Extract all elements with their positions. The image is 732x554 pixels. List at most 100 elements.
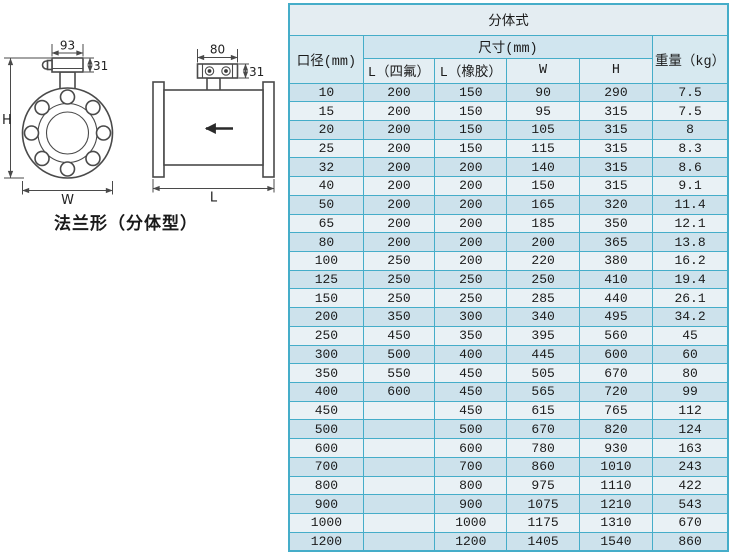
table-cell: 700 xyxy=(288,456,364,477)
table-row: 800 800 975 1110 422 xyxy=(288,475,729,496)
table-cell: 200 xyxy=(506,232,580,252)
table-cell: 200 xyxy=(434,176,508,196)
table-cell: 1310 xyxy=(578,513,654,533)
table-cell: 200 xyxy=(362,138,436,159)
col-header-size-group: 尺寸(mm) xyxy=(362,34,654,59)
table-row: 700 700 860 1010 243 xyxy=(288,456,729,477)
diagram-caption: 法兰形（分体型） xyxy=(54,214,198,234)
table-cell: 20 xyxy=(288,119,364,140)
dim-label-L: L xyxy=(210,191,218,206)
table-cell: 450 xyxy=(434,400,508,421)
table-cell: 800 xyxy=(288,475,364,496)
table-row: 1000 1000 1175 1310 670 xyxy=(288,513,729,533)
table-cell: 320 xyxy=(578,194,654,215)
table-cell: 365 xyxy=(578,232,654,252)
table-cell: 200 xyxy=(362,213,436,234)
table-cell: 765 xyxy=(578,400,654,421)
table-cell: 112 xyxy=(652,400,729,421)
table-cell: 34.2 xyxy=(652,307,729,327)
col-header-W: W xyxy=(506,57,580,84)
table-cell: 165 xyxy=(506,194,580,215)
table-cell: 600 xyxy=(362,382,436,402)
col-header-diameter: 口径(mm) xyxy=(288,34,364,84)
table-cell: 1405 xyxy=(506,531,580,552)
table-cell: 340 xyxy=(506,307,580,327)
table-row: 150 250 250 285 440 26.1 xyxy=(288,288,729,309)
table-cell: 315 xyxy=(578,119,654,140)
table-cell: 350 xyxy=(434,325,508,346)
table-cell: 220 xyxy=(506,250,580,271)
table-row: 350 550 450 505 670 80 xyxy=(288,363,729,383)
dim-label-80: 80 xyxy=(210,43,225,57)
dim-31-side: 31 xyxy=(238,63,264,79)
table-cell: 150 xyxy=(434,82,508,103)
table-cell: 200 xyxy=(362,157,436,178)
table-cell: 100 xyxy=(288,250,364,271)
front-view: 93 31 H xyxy=(2,39,114,208)
col-header-L-ptfe: L（四氟） xyxy=(362,57,436,84)
table-cell: 163 xyxy=(652,438,729,458)
table-cell: 12.1 xyxy=(652,213,729,234)
table-cell: 60 xyxy=(652,344,729,365)
table-cell: 860 xyxy=(506,456,580,477)
col-header-H: H xyxy=(578,57,654,84)
table-cell: 19.4 xyxy=(652,269,729,290)
table-cell: 99 xyxy=(652,382,729,402)
table-cell: 440 xyxy=(578,288,654,309)
table-cell: 65 xyxy=(288,213,364,234)
table-cell: 200 xyxy=(362,194,436,215)
table-cell: 285 xyxy=(506,288,580,309)
table-cell: 15 xyxy=(288,101,364,121)
table-cell: 1110 xyxy=(578,475,654,496)
table-cell: 124 xyxy=(652,419,729,440)
table-cell: 26.1 xyxy=(652,288,729,309)
table-row: 125 250 250 250 410 19.4 xyxy=(288,269,729,290)
flowmeter-diagram: 93 31 H xyxy=(2,39,275,208)
table-row: 1200 1200 1405 1540 860 xyxy=(288,531,729,552)
table-row: 200 350 300 340 495 34.2 xyxy=(288,307,729,327)
table-cell xyxy=(362,475,436,496)
table-row: 80 200 200 200 365 13.8 xyxy=(288,232,729,252)
dim-L: L xyxy=(152,179,275,206)
table-cell: 200 xyxy=(434,157,508,178)
table-cell: 505 xyxy=(506,363,580,383)
table-cell xyxy=(362,513,436,533)
dim-H: H xyxy=(2,57,51,179)
table-cell xyxy=(362,531,436,552)
table-cell: 250 xyxy=(362,288,436,309)
table-row: 10 200 150 90 290 7.5 xyxy=(288,82,729,103)
table-cell: 450 xyxy=(434,363,508,383)
table-cell: 780 xyxy=(506,438,580,458)
table-cell: 25 xyxy=(288,138,364,159)
table-row: 450 450 615 765 112 xyxy=(288,400,729,421)
table-cell: 185 xyxy=(506,213,580,234)
table-cell: 500 xyxy=(288,419,364,440)
table-cell: 243 xyxy=(652,456,729,477)
table-row: 25 200 150 115 315 8.3 xyxy=(288,138,729,159)
table-cell: 250 xyxy=(434,269,508,290)
table-cell: 900 xyxy=(434,494,508,515)
col-header-weight: 重量（kg） xyxy=(652,34,729,84)
table-cell: 11.4 xyxy=(652,194,729,215)
table-cell: 400 xyxy=(434,344,508,365)
flange-bore xyxy=(45,111,90,155)
table-cell: 543 xyxy=(652,494,729,515)
table-row: 20 200 150 105 315 8 xyxy=(288,119,729,140)
dim-label-H: H xyxy=(2,113,12,128)
table-cell: 8.3 xyxy=(652,138,729,159)
dim-label-31-side: 31 xyxy=(249,65,264,79)
table-cell: 670 xyxy=(578,363,654,383)
table-cell: 115 xyxy=(506,138,580,159)
table-cell: 1010 xyxy=(578,456,654,477)
table-cell: 820 xyxy=(578,419,654,440)
table-cell: 1200 xyxy=(288,531,364,552)
table-cell: 1075 xyxy=(506,494,580,515)
table-cell: 445 xyxy=(506,344,580,365)
table-cell: 550 xyxy=(362,363,436,383)
table-cell: 500 xyxy=(434,419,508,440)
table-cell xyxy=(362,456,436,477)
table-cell: 450 xyxy=(362,325,436,346)
table-cell: 380 xyxy=(578,250,654,271)
table-cell: 300 xyxy=(434,307,508,327)
table-cell: 150 xyxy=(434,119,508,140)
